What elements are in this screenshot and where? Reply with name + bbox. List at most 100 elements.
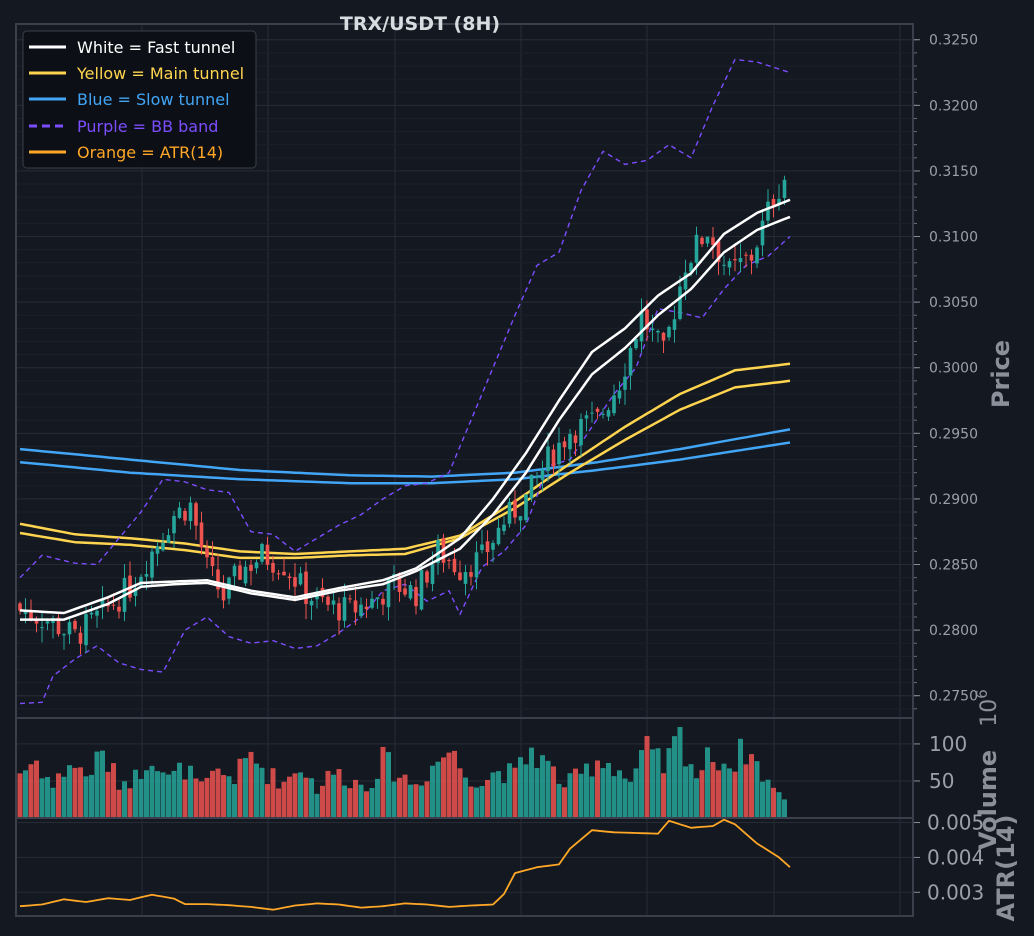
candle-body — [584, 415, 589, 419]
volume-bar — [430, 765, 435, 818]
volume-bar — [710, 762, 716, 818]
volume-bar — [270, 768, 276, 818]
volume-bar — [336, 769, 342, 818]
atr-tick-label: 0.005 — [927, 811, 984, 835]
candle-body — [617, 390, 622, 399]
volume-bar — [457, 768, 463, 818]
candle-body — [749, 254, 754, 261]
volume-bar — [760, 781, 765, 818]
volume-bar — [666, 748, 672, 818]
candle-body — [276, 573, 281, 575]
candle-body — [672, 319, 677, 330]
volume-bar — [617, 770, 622, 818]
candle-body — [40, 627, 44, 629]
volume-bar — [67, 765, 72, 818]
volume-bar — [105, 771, 111, 818]
candle-body — [568, 433, 572, 450]
candle-body — [353, 600, 358, 613]
volume-bar — [441, 757, 446, 818]
candle-body — [474, 552, 479, 578]
candle-body — [419, 570, 424, 610]
volume-bar — [28, 764, 34, 818]
price-tick-label: 0.3100 — [929, 230, 978, 246]
candle-body — [331, 600, 336, 605]
candle-body — [34, 618, 39, 624]
candle-body — [370, 598, 374, 608]
volume-bar — [523, 764, 529, 818]
volume-bar — [188, 765, 193, 818]
candle-body — [188, 502, 193, 522]
volume-bar — [754, 761, 760, 818]
candle-body — [436, 540, 440, 564]
candle-body — [447, 559, 451, 562]
candle-body — [469, 572, 473, 577]
volume-bar — [78, 767, 83, 818]
candle-body — [562, 441, 567, 448]
candle-body — [100, 599, 105, 608]
candle-body — [711, 237, 715, 245]
volume-bar — [122, 781, 127, 818]
candle-body — [771, 198, 776, 207]
volume-bar — [683, 766, 688, 818]
candle-body — [111, 604, 116, 606]
candle-body — [777, 198, 781, 205]
volume-bar — [331, 774, 336, 818]
volume-bar — [386, 752, 391, 818]
panel-background-3 — [16, 818, 913, 916]
volume-bar — [424, 781, 430, 818]
volume-bar — [452, 750, 457, 818]
volume-bar — [160, 772, 166, 818]
volume-bar — [677, 727, 683, 818]
volume-bar — [380, 746, 386, 818]
chart-title: TRX/USDT (8H) — [340, 13, 500, 35]
axis-layer: 0.2750 0.2800 0.2850 0.2900 0.2950 0.3000 0.30… — [15, 23, 984, 917]
volume-bar — [144, 770, 149, 818]
candle-body — [639, 310, 644, 342]
candle-body — [392, 574, 396, 576]
volume-bar — [56, 773, 61, 818]
candle-body — [243, 566, 248, 584]
volume-bar — [149, 765, 155, 818]
candle-body — [172, 516, 176, 534]
volume-bar — [111, 763, 116, 818]
volume-bar — [551, 766, 556, 818]
price-tick-label: 0.3250 — [929, 33, 978, 49]
volume-bar — [248, 751, 254, 818]
volume-bar — [298, 772, 303, 818]
volume-bar — [446, 752, 452, 818]
volume-bar — [413, 784, 419, 818]
candle-body — [683, 272, 688, 290]
candle-body — [78, 632, 83, 644]
volume-bar — [749, 754, 754, 818]
candle-body — [425, 571, 429, 583]
candle-body — [375, 597, 380, 600]
volume-bar — [17, 773, 23, 818]
volume-bar — [287, 776, 292, 818]
candle-body — [271, 562, 275, 573]
candle-body — [216, 569, 220, 590]
volume-bar — [622, 778, 628, 818]
candle-body — [144, 574, 149, 577]
candle-body — [73, 620, 77, 630]
candle-body — [782, 179, 787, 198]
legend-bb-label: Purple = BB band — [77, 117, 218, 136]
candle-body — [535, 476, 539, 478]
price-axis-label: Price — [987, 340, 1015, 408]
candle-body — [645, 309, 649, 330]
volume-bar — [342, 785, 347, 818]
candle-body — [590, 412, 594, 414]
candle-body — [194, 503, 198, 526]
volume-bar — [166, 774, 171, 818]
price-tick-label: 0.2900 — [929, 492, 978, 508]
candle-body — [326, 596, 330, 605]
volume-bar — [61, 776, 67, 818]
volume-bar — [545, 760, 551, 818]
volume-bar — [182, 779, 188, 818]
candle-body — [95, 610, 99, 616]
volume-bar — [578, 773, 584, 818]
volume-bar — [237, 758, 243, 818]
volume-bar — [325, 770, 331, 818]
candle-body — [337, 603, 341, 621]
volume-bar — [204, 777, 210, 818]
volume-tick-label: 50 — [929, 769, 954, 793]
